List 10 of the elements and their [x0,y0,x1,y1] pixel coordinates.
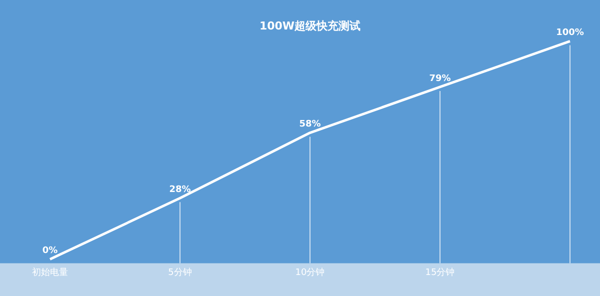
data-label: 100% [556,28,584,38]
data-label: 79% [429,74,451,84]
data-label: 58% [299,120,321,130]
data-label: 28% [169,185,191,196]
x-tick-label: 15分钟 [425,266,455,278]
x-tick-label: 5分钟 [168,266,192,278]
x-tick-label: 初始电量 [32,266,68,278]
data-label: 0% [42,246,58,256]
chart-title: 100W超级快充测试 [259,19,361,32]
x-tick-label: 10分钟 [295,266,325,278]
